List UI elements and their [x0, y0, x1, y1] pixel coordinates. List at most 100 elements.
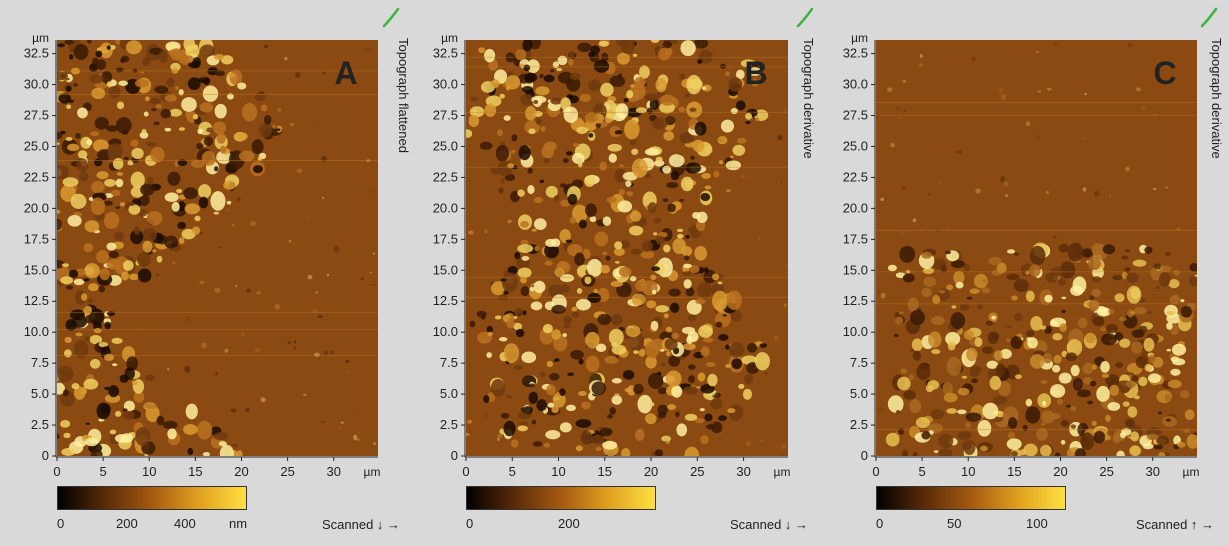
y-tick-label: 17.5: [843, 231, 868, 246]
scan-direction-label: Scanned ↑ →: [1136, 517, 1215, 532]
y-tick-label: 0: [42, 448, 49, 463]
panel-b: 0 2.5 5.0 7.5 10.0 12.5 15.0 17.5 20.0 22.5 25.0 27…: [410, 0, 820, 546]
x-tick-label: 15: [188, 464, 202, 479]
y-tick-label: 20.0: [433, 200, 458, 215]
y-tick-label: 15.0: [843, 262, 868, 277]
y-unit-label: µm: [441, 31, 458, 45]
y-tick-label: 17.5: [433, 231, 458, 246]
y-tick-label: 0: [861, 448, 868, 463]
green-mark-icon: [382, 7, 400, 28]
x-tick-label: 25: [280, 464, 294, 479]
x-tick-label: 5: [509, 464, 516, 479]
colorbar-unit-label: nm: [229, 516, 248, 531]
x-tick-label: 0: [53, 464, 60, 479]
green-mark-icon: [796, 7, 814, 28]
x-tick-label: 25: [1099, 464, 1113, 479]
panel-letter: B: [744, 55, 767, 91]
y-tick-label: 22.5: [843, 169, 868, 184]
x-tick-label: 15: [598, 464, 612, 479]
y-tick-label: 22.5: [433, 169, 458, 184]
y-tick-label: 0: [451, 448, 458, 463]
y-tick-label: 2.5: [850, 417, 868, 432]
y-tick-label: 32.5: [843, 46, 868, 61]
afm-image: [466, 40, 788, 456]
x-unit-label: µm: [1183, 465, 1200, 479]
x-tick-label: 20: [644, 464, 658, 479]
y-tick-label: 32.5: [433, 46, 458, 61]
y-tick-label: 5.0: [31, 386, 49, 401]
y-tick-label: 5.0: [850, 386, 868, 401]
x-tick-label: 30: [736, 464, 750, 479]
x-tick-label: 25: [690, 464, 704, 479]
y-tick-label: 30.0: [433, 77, 458, 92]
colorbar: [466, 486, 656, 510]
x-tick-label: 10: [961, 464, 975, 479]
axes: 0 2.5 5.0 7.5 10.0 12.5 15.0 17.5 20.0 22.5 25.0 27…: [433, 31, 791, 479]
x-tick-label: 20: [234, 464, 248, 479]
channel-label: Topograph flattened: [396, 38, 411, 153]
afm-image: [876, 40, 1197, 456]
y-tick-label: 7.5: [850, 355, 868, 370]
y-tick-label: 12.5: [24, 293, 49, 308]
afm-figure-b: 0 2.5 5.0 7.5 10.0 12.5 15.0 17.5 20.0 22.5 25.0 27…: [433, 31, 791, 479]
y-tick-label: 30.0: [843, 77, 868, 92]
y-tick-label: 27.5: [433, 108, 458, 123]
green-mark-icon: [1200, 7, 1218, 28]
x-tick-label: 0: [462, 464, 469, 479]
colorbar-tick-label: 0: [466, 516, 474, 531]
colorbar: [876, 486, 1066, 510]
panel-c: 0 2.5 5.0 7.5 10.0 12.5 15.0 17.5 20.0 22.5 25.0 27…: [818, 0, 1229, 546]
y-tick-label: 10.0: [843, 324, 868, 339]
y-tick-label: 2.5: [31, 417, 49, 432]
colorbar-tick-label: 400: [174, 516, 196, 531]
colorbar-tick-label: 0: [876, 516, 884, 531]
x-tick-label: 30: [326, 464, 340, 479]
channel-label: Topograph derivative: [1209, 38, 1224, 159]
x-tick-label: 5: [100, 464, 107, 479]
x-tick-label: 15: [1007, 464, 1021, 479]
y-tick-label: 25.0: [433, 138, 458, 153]
y-tick-label: 25.0: [843, 138, 868, 153]
y-tick-label: 27.5: [24, 108, 49, 123]
colorbar-tick-label: 50: [947, 516, 962, 531]
afm-figure-c: 0 2.5 5.0 7.5 10.0 12.5 15.0 17.5 20.0 22.5 25.0 27…: [843, 31, 1200, 479]
y-tick-label: 27.5: [843, 108, 868, 123]
y-tick-label: 20.0: [24, 200, 49, 215]
axes: 0 2.5 5.0 7.5 10.0 12.5 15.0 17.5 20.0 22.5 25.0 27…: [24, 31, 381, 479]
y-tick-label: 7.5: [31, 355, 49, 370]
x-tick-label: 20: [1053, 464, 1067, 479]
y-tick-label: 17.5: [24, 231, 49, 246]
x-tick-label: 30: [1145, 464, 1159, 479]
y-tick-label: 5.0: [440, 386, 458, 401]
y-tick-label: 10.0: [24, 324, 49, 339]
colorbar-tick-label: 200: [558, 516, 580, 531]
y-tick-label: 10.0: [433, 324, 458, 339]
x-unit-label: µm: [364, 465, 381, 479]
panel-a: 0 2.5 5.0 7.5 10.0 12.5 15.0 17.5 20.0 22.5 25.0 27…: [0, 0, 411, 546]
x-unit-label: µm: [774, 465, 791, 479]
panel-letter: C: [1153, 55, 1176, 91]
colorbar-tick-label: 100: [1026, 516, 1048, 531]
scan-direction-label: Scanned ↓ →: [322, 517, 401, 532]
x-tick-label: 5: [919, 464, 926, 479]
y-tick-label: 2.5: [440, 417, 458, 432]
channel-label: Topograph derivative: [801, 38, 816, 159]
colorbar-tick-label: 0: [57, 516, 65, 531]
y-tick-label: 22.5: [24, 169, 49, 184]
panel-letter: A: [334, 55, 357, 91]
afm-image: [57, 40, 378, 456]
y-tick-label: 32.5: [24, 46, 49, 61]
x-tick-label: 0: [872, 464, 879, 479]
y-unit-label: µm: [851, 31, 868, 45]
colorbar: [57, 486, 247, 510]
y-tick-label: 30.0: [24, 77, 49, 92]
x-tick-label: 10: [142, 464, 156, 479]
afm-figure-a: 0 2.5 5.0 7.5 10.0 12.5 15.0 17.5 20.0 22.5 25.0 27…: [24, 31, 381, 479]
colorbar-tick-label: 200: [116, 516, 138, 531]
y-tick-label: 15.0: [433, 262, 458, 277]
y-tick-label: 20.0: [843, 200, 868, 215]
y-tick-label: 12.5: [843, 293, 868, 308]
y-tick-label: 25.0: [24, 138, 49, 153]
y-tick-label: 15.0: [24, 262, 49, 277]
y-tick-label: 12.5: [433, 293, 458, 308]
